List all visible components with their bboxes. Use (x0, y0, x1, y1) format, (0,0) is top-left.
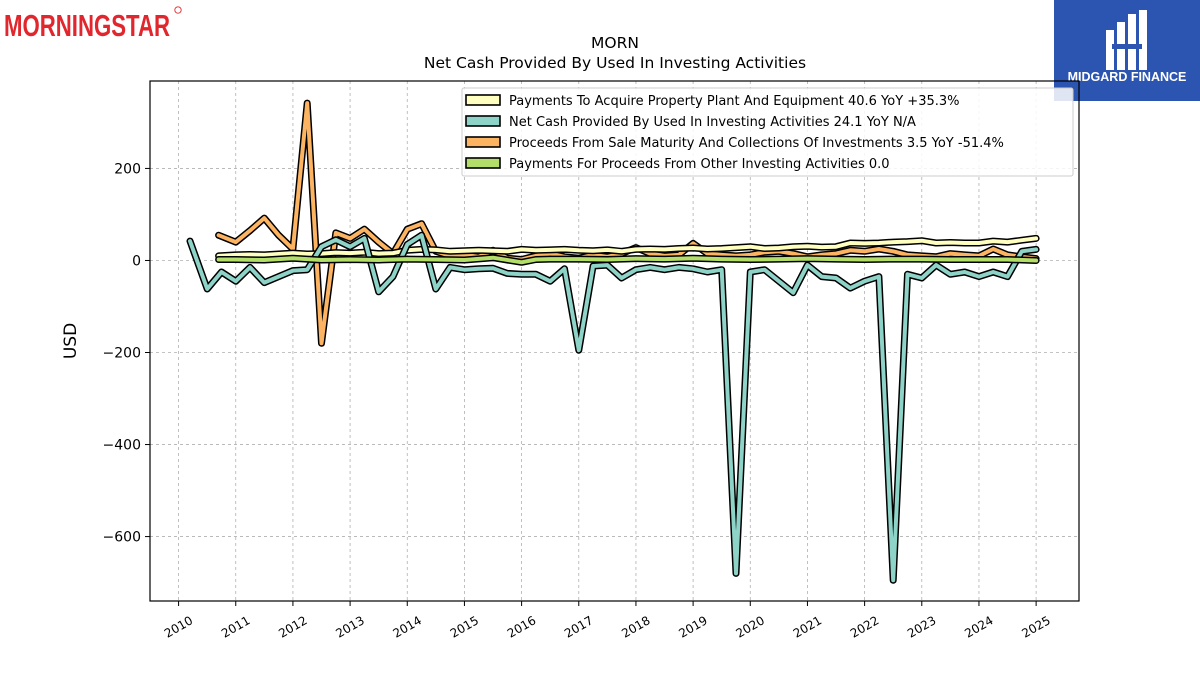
series-lines (186, 99, 1040, 584)
legend: Payments To Acquire Property Plant And E… (461, 87, 1074, 177)
x-tick-label: 2011 (219, 613, 252, 640)
legend-entry: Payments For Proceeds From Other Investi… (509, 157, 890, 172)
x-tick-label: 2025 (1019, 613, 1052, 640)
x-tick-label: 2024 (962, 613, 995, 640)
legend-box (461, 87, 1074, 177)
y-tick-label: −400 (103, 438, 141, 454)
x-tick-label: 2015 (448, 613, 481, 640)
x-tick-label: 2014 (391, 613, 424, 640)
x-tick-label: 2010 (162, 613, 195, 640)
x-tick-label: 2021 (791, 613, 824, 640)
midgard-logo-text: MIDGARD FINANCE (1068, 70, 1187, 84)
x-tick-label: 2023 (905, 613, 938, 640)
y-axis-label: USD (61, 323, 81, 359)
chart-title: MORN (591, 34, 639, 52)
legend-entry: Payments To Acquire Property Plant And E… (509, 94, 960, 109)
x-tick-label: 2018 (619, 613, 652, 640)
y-tick-label: −200 (103, 346, 141, 362)
x-axis-ticks: 2010 2011 2012 2013 2014 2015 2016 2017 2018 2019… (162, 601, 1053, 641)
y-tick-label: −600 (103, 530, 141, 546)
y-axis-ticks: 200 0 −200 −400 −600 (103, 161, 150, 546)
legend-swatch (465, 115, 501, 127)
legend-entry: Net Cash Provided By Used In Investing A… (509, 115, 916, 130)
y-tick-label: 0 (132, 253, 141, 269)
y-tick-label: 200 (114, 161, 141, 177)
series-line-payments-to-acquire-property-plant-and-equipment (216, 236, 1039, 258)
legend-swatch (465, 94, 501, 106)
midgard-finance-logo: MIDGARD FINANCE (1054, 0, 1200, 101)
x-tick-label: 2019 (676, 613, 709, 640)
registered-mark-icon (174, 6, 182, 14)
x-tick-label: 2016 (505, 613, 538, 640)
series-line-net-cash-provided-by-used-in-investing-activities (188, 233, 1039, 583)
legend-entry: Proceeds From Sale Maturity And Collecti… (509, 136, 1004, 151)
legend-swatch (465, 157, 501, 169)
midgard-emblem-icon: MIDGARD FINANCE (1068, 10, 1187, 84)
x-tick-label: 2022 (848, 613, 881, 640)
morningstar-logo: MORNINGSTAR (4, 6, 182, 43)
chart-subtitle: Net Cash Provided By Used In Investing A… (424, 54, 806, 72)
x-tick-label: 2013 (333, 613, 366, 640)
x-tick-label: 2012 (276, 613, 309, 640)
x-tick-label: 2020 (734, 613, 767, 640)
series-line-payments-for-proceeds-from-other-investing-activities (216, 255, 1039, 265)
x-tick-label: 2017 (562, 613, 595, 640)
plot-frame (149, 80, 1080, 602)
legend-swatch (465, 136, 501, 148)
morningstar-logo-text: MORNINGSTAR (4, 8, 170, 43)
